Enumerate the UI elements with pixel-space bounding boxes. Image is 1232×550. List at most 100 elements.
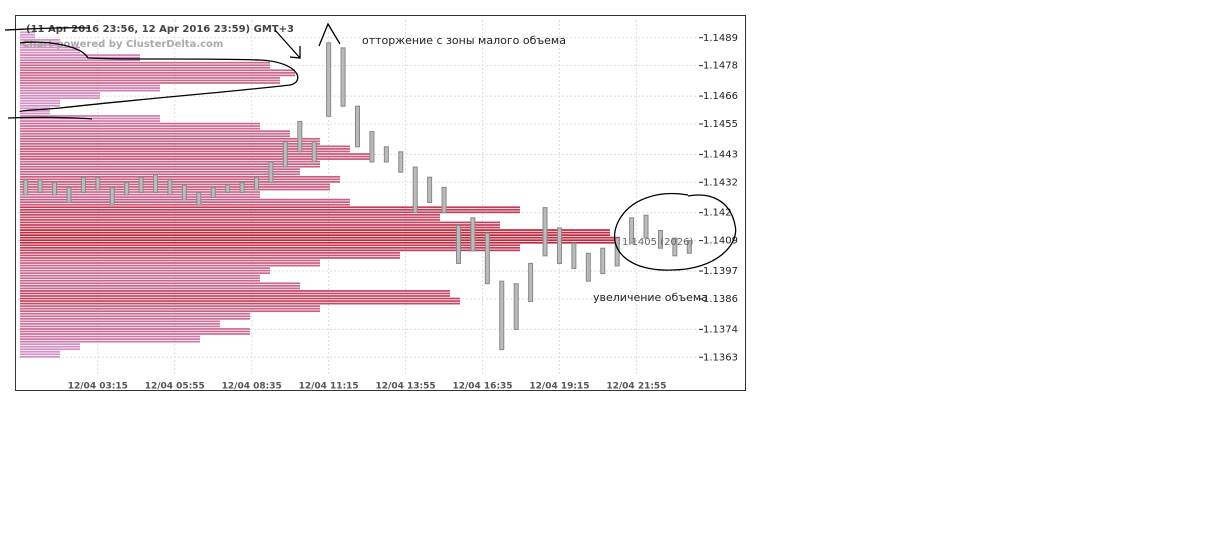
price-bar [629,217,635,244]
price-bar [412,166,418,214]
volume-bar [20,343,80,346]
volume-bar [20,92,100,95]
price-bar [66,186,72,204]
volume-bar [20,97,100,100]
scribble [19,41,299,113]
volume-bar [20,122,260,125]
volume-bar [20,317,250,320]
price-bar [23,179,29,196]
x-tick-label: 12/04 16:35 [452,382,512,392]
volume-bar [20,335,200,338]
volume-bar [20,315,250,318]
volume-bar [20,71,295,74]
volume-bar [20,274,260,277]
volume-bar [20,102,60,105]
volume-bar [20,300,460,302]
volume-bar [20,173,300,176]
y-tick-label: 1.1443 [703,149,738,160]
volume-bar [20,165,320,168]
volume-bar [20,104,60,107]
circle [613,192,737,271]
price-bar [167,179,173,196]
volume-bar [20,77,280,79]
volume-bar [20,82,280,84]
volume-bar [20,163,320,166]
volume-bar [20,229,610,231]
x-tick-label: 12/04 05:55 [145,382,205,392]
volume-bar [20,340,200,343]
volume-bar [20,33,35,36]
price-bar [181,184,187,201]
x-tick-label: 12/04 19:15 [529,382,589,392]
volume-bar [20,54,140,56]
volume-bar [20,107,50,110]
y-tick-label: 1.1432 [703,177,738,188]
price-bar [499,280,505,351]
volume-bar [20,132,290,135]
price-bar [585,252,591,282]
volume-bar [20,56,140,59]
volume-bar [20,224,500,226]
volume-bar [20,203,350,206]
volume-bar [20,69,295,72]
volume-bar [20,330,250,333]
volume-bar [20,269,270,272]
volume-bar [20,36,35,39]
x-tick-label: 12/04 21:55 [606,382,666,392]
volume-bar [20,338,200,340]
volume-bar [20,244,520,247]
volume-bar [20,282,300,285]
volume-bar [20,186,330,188]
volume-bar [20,259,320,262]
header: (11 Apr 2016 23:56, 12 Apr 2016 23:59) G… [26,24,294,35]
volume-bar [20,277,260,280]
y-tick-label: 1.1466 [703,91,738,102]
price-bar [124,181,130,196]
volume-bar [20,257,400,259]
volume-bar [20,61,270,64]
price-bar [470,217,476,252]
volume-bar [20,310,320,313]
x-tick-label: 12/04 11:15 [299,382,359,392]
volume-bar [20,312,250,315]
y-tick-label: 1.1489 [703,33,738,44]
volume-bar [20,323,220,325]
volume-bar [20,145,350,148]
volume-bar [20,284,300,287]
volume-bar [20,87,160,89]
volume-bar [20,267,270,269]
y-tick-label: 1.1386 [703,294,738,305]
price-bar [556,227,562,264]
volume-bar [20,79,280,82]
volume-bar [20,89,160,92]
volume-bar [20,262,320,264]
price-bar [340,47,346,107]
price-bar [427,176,433,204]
volume-bar [20,252,400,254]
price-bar [484,232,490,285]
volume-bar [20,196,260,198]
y-tick-label: 1.1409 [703,236,738,247]
volume-bar [20,64,270,67]
volume-bar [20,249,520,252]
price-bar [239,181,245,193]
volume-bar [20,350,60,353]
price-bar [37,179,43,193]
volume-bar [20,127,260,130]
price-bar [672,237,678,257]
volume-bar [20,305,320,308]
price-bar [383,146,389,163]
annotation: отторжение с зоны малого объема [362,34,566,47]
price-bar [326,42,332,117]
volume-bar [20,201,350,204]
volume-bar [20,160,320,163]
volume-bar [20,297,460,300]
volume-bar [20,46,80,49]
volume-bar [20,239,620,242]
volume-bar [20,150,350,153]
price-bar [355,105,360,148]
volume-bar [20,320,220,323]
volume-bar [20,287,300,290]
price-bar [571,242,577,269]
